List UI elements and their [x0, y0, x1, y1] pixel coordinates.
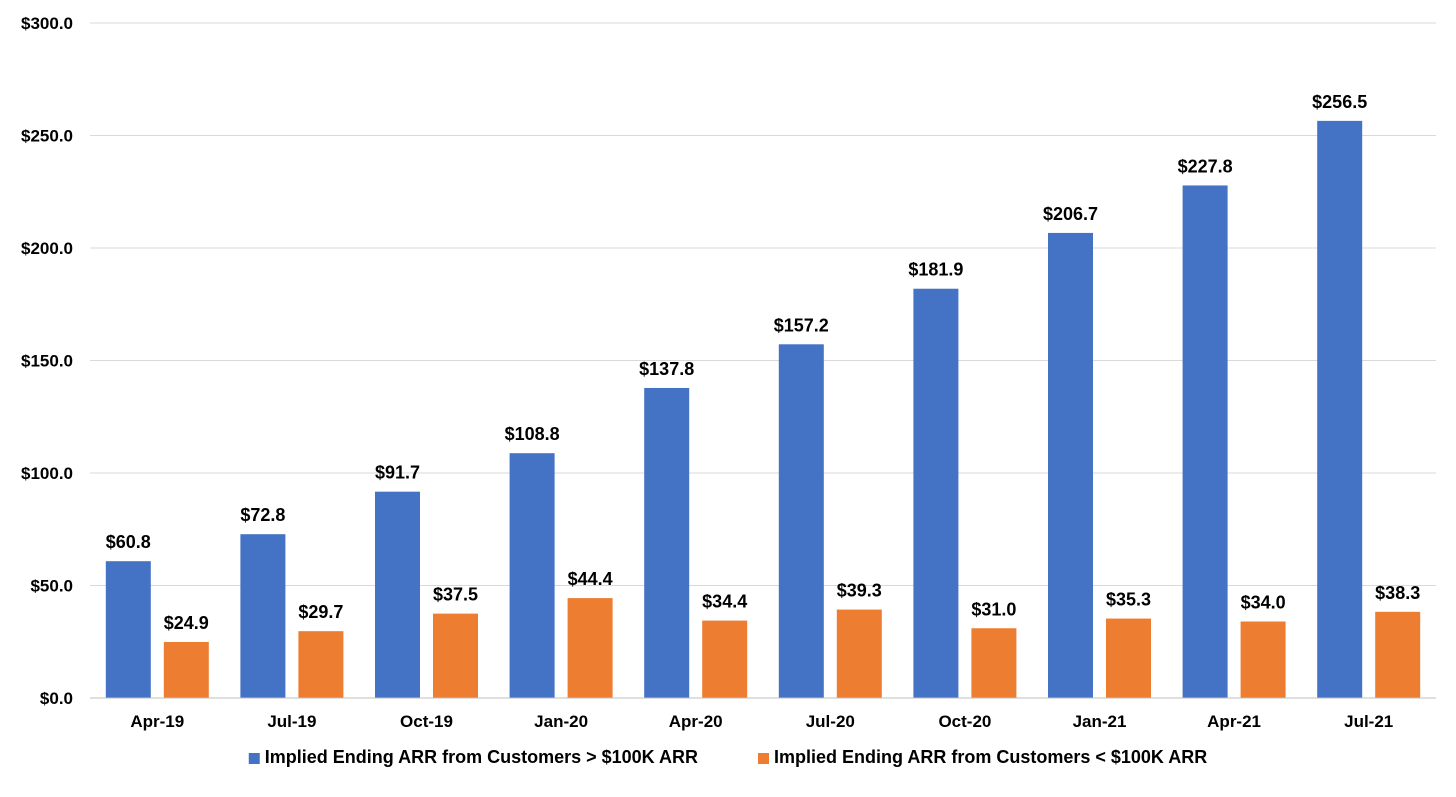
- bar-value-label: $39.3: [837, 581, 882, 601]
- legend-swatch: [758, 753, 769, 764]
- bar-value-label: $108.8: [505, 424, 560, 444]
- x-axis: Apr-19 Jul-19 Oct-19 Jan-20 Apr-20 Jul-20 Oct-…: [90, 697, 1436, 731]
- y-tick-label: $200.0: [21, 239, 73, 258]
- gridlines: [90, 22, 1436, 586]
- bar-under-100k: [836, 609, 882, 698]
- bar-under-100k: [567, 598, 613, 698]
- bar-value-label: $24.9: [164, 613, 209, 633]
- bar-value-label: $35.3: [1106, 590, 1151, 610]
- bar-under-100k: [433, 613, 478, 698]
- bar-over-100k: [1048, 232, 1093, 699]
- bar-over-100k: [240, 534, 286, 698]
- data-labels: $60.8 $24.9 $72.8 $29.7 $91.7 $37.5 $108.8 $44.…: [106, 92, 1420, 633]
- bar-value-label: $137.8: [639, 359, 694, 379]
- bar-value-label: $37.5: [433, 585, 478, 605]
- legend: Implied Ending ARR from Customers > $100…: [248, 747, 1207, 767]
- x-tick-label: Jan-21: [1073, 712, 1127, 731]
- x-tick-label: Jul-19: [267, 712, 316, 731]
- bar-value-label: $181.9: [908, 260, 963, 280]
- x-tick-label: Apr-20: [669, 712, 723, 731]
- bar-value-label: $157.2: [774, 315, 829, 335]
- bar-over-100k: [509, 453, 555, 698]
- bar-value-label: $34.0: [1241, 593, 1286, 613]
- bar-value-label: $227.8: [1178, 156, 1233, 176]
- bar-over-100k: [1182, 185, 1228, 698]
- bar-over-100k: [105, 561, 151, 698]
- x-tick-label: Jul-20: [806, 712, 855, 731]
- x-tick-label: Oct-20: [938, 712, 991, 731]
- bar-under-100k: [1375, 611, 1421, 698]
- y-tick-label: $0.0: [40, 689, 73, 708]
- bar-value-label: $29.7: [298, 602, 343, 622]
- legend-swatch: [248, 753, 260, 764]
- bars: [105, 120, 1421, 699]
- legend-label: Implied Ending ARR from Customers < $100…: [774, 747, 1207, 767]
- y-axis: $0.0 $50.0 $100.0 $150.0 $200.0 $250.0 $300.0: [21, 14, 73, 708]
- bar-over-100k: [913, 288, 959, 698]
- bar-over-100k: [644, 387, 690, 698]
- y-tick-label: $150.0: [21, 352, 73, 371]
- bar-over-100k: [1317, 120, 1363, 698]
- bar-value-label: $206.7: [1043, 204, 1098, 224]
- bar-value-label: $72.8: [240, 505, 285, 525]
- bar-value-label: $34.4: [702, 592, 747, 612]
- y-tick-label: $50.0: [30, 577, 73, 596]
- legend-item: Implied Ending ARR from Customers < $100…: [758, 747, 1207, 767]
- x-tick-label: Apr-21: [1207, 712, 1261, 731]
- legend-label: Implied Ending ARR from Customers > $100…: [265, 747, 698, 767]
- y-tick-label: $300.0: [21, 14, 73, 33]
- x-tick-label: Apr-19: [130, 712, 184, 731]
- bar-value-label: $256.5: [1312, 92, 1367, 112]
- bar-under-100k: [163, 641, 209, 698]
- bar-over-100k: [778, 344, 824, 698]
- y-tick-label: $250.0: [21, 127, 73, 146]
- x-tick-label: Oct-19: [400, 712, 453, 731]
- bar-value-label: $91.7: [375, 463, 420, 483]
- bar-value-label: $31.0: [971, 599, 1016, 619]
- legend-item: Implied Ending ARR from Customers > $100…: [248, 747, 698, 767]
- bar-under-100k: [1240, 621, 1286, 698]
- bar-under-100k: [298, 631, 344, 698]
- bar-value-label: $60.8: [106, 532, 151, 552]
- x-tick-label: Jan-20: [534, 712, 588, 731]
- bar-value-label: $44.4: [568, 569, 613, 589]
- bar-under-100k: [971, 628, 1017, 698]
- bar-under-100k: [1106, 618, 1151, 698]
- x-tick-label: Jul-21: [1344, 712, 1393, 731]
- bar-value-label: $38.3: [1375, 583, 1420, 603]
- y-tick-label: $100.0: [21, 464, 73, 483]
- bar-under-100k: [702, 620, 748, 698]
- bar-over-100k: [375, 491, 420, 698]
